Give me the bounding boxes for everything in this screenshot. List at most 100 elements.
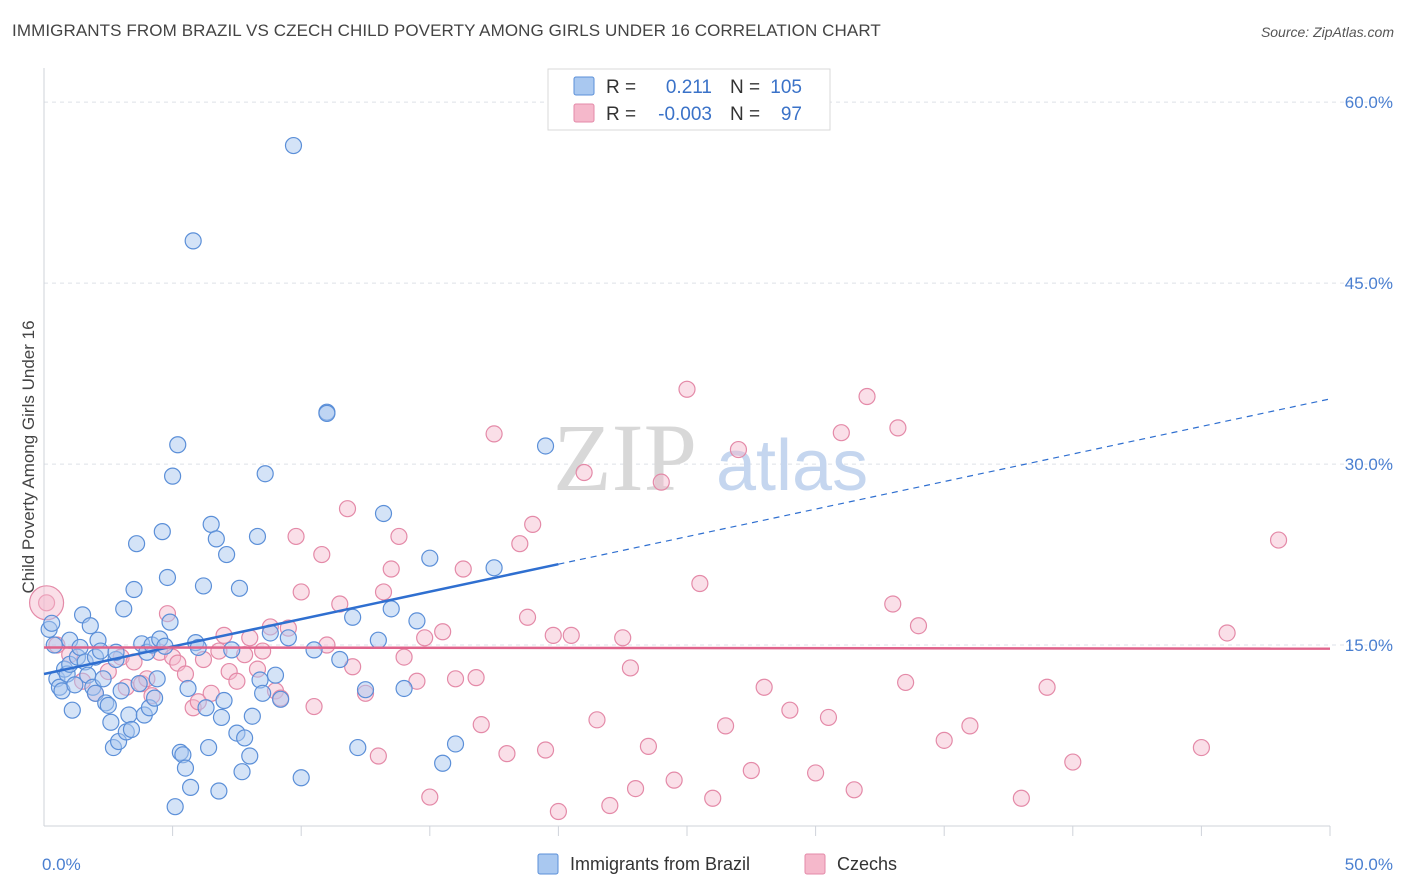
data-point-czechs [935, 731, 953, 749]
data-point-czechs [652, 473, 670, 491]
legend-swatch-brazil [573, 76, 595, 96]
data-point-czechs [588, 711, 606, 729]
data-point-czechs [524, 515, 542, 533]
legend-r-value-brazil: 0.211 [666, 77, 712, 98]
data-point-czechs [601, 796, 619, 815]
data-point-czechs [755, 678, 773, 696]
data-point-brazil [382, 600, 400, 618]
legend-n-value-czechs: 97 [781, 104, 802, 125]
data-point-brazil [536, 437, 555, 455]
data-point-czechs [704, 789, 722, 807]
data-point-brazil [254, 684, 272, 702]
data-point-brazil [127, 535, 146, 553]
data-point-czechs [344, 658, 362, 676]
data-point-brazil [130, 675, 148, 693]
x-tick-label: 50.0% [1345, 855, 1393, 874]
data-point-czechs [305, 697, 323, 716]
data-point-czechs [858, 387, 876, 406]
data-point-brazil [292, 769, 310, 787]
data-point-czechs [961, 717, 979, 735]
data-point-brazil [233, 763, 251, 781]
data-point-czechs [742, 761, 760, 780]
data-point-czechs [292, 583, 310, 601]
data-point-czechs [287, 527, 305, 546]
data-point-czechs [421, 788, 439, 806]
data-point-brazil [248, 527, 267, 546]
trend-lines [43, 398, 1331, 676]
axes [43, 68, 1331, 836]
legend-r-label-brazil: R = [606, 77, 636, 98]
data-point-brazil [197, 699, 215, 717]
data-point-czechs [544, 626, 562, 644]
data-point-brazil [446, 735, 465, 753]
data-point-brazil [485, 559, 503, 577]
series-immigrants-from-brazil [40, 136, 555, 816]
data-point-czechs [1064, 753, 1082, 771]
data-point-czechs [472, 716, 490, 734]
data-point-brazil [215, 691, 233, 710]
data-point-czechs [665, 771, 683, 789]
data-point-czechs [575, 463, 593, 482]
data-point-czechs [228, 672, 246, 690]
data-point-czechs [395, 648, 413, 666]
data-point-czechs [819, 708, 838, 727]
data-point-czechs [382, 560, 400, 578]
bottom-legend-swatch-brazil [537, 853, 559, 875]
data-point-brazil [91, 642, 110, 660]
data-point-brazil [266, 666, 285, 684]
x-axis-ticks: 0.0% 50.0% [42, 855, 1393, 874]
x-tick-label: 0.0% [42, 855, 81, 874]
data-point-czechs [1269, 531, 1288, 549]
data-point-brazil [374, 504, 393, 523]
data-point-brazil [153, 523, 171, 541]
data-point-brazil [184, 232, 202, 250]
data-point-czechs [549, 802, 568, 821]
bottom-legend-label-czechs: Czechs [837, 854, 897, 874]
data-point-czechs [639, 737, 658, 755]
legend-n-value-brazil: 105 [770, 77, 802, 98]
chart-source: Source: ZipAtlas.com [1260, 24, 1394, 40]
data-point-czechs [1192, 738, 1211, 757]
trend-line-brazil [43, 562, 559, 676]
y-tick-label: 60.0% [1345, 93, 1393, 112]
data-point-brazil [145, 689, 164, 707]
data-point-brazil [369, 631, 387, 649]
data-point-czechs [254, 642, 272, 660]
data-point-czechs [626, 779, 645, 798]
data-point-czechs [369, 747, 387, 765]
legend-n-label-czechs: N = [730, 104, 760, 125]
data-point-czechs [511, 535, 529, 553]
data-point-czechs [729, 440, 748, 459]
bottom-legend-swatch-czechs [804, 853, 826, 875]
data-point-brazil [169, 436, 187, 454]
data-point-brazil [176, 759, 195, 777]
data-point-czechs [176, 665, 195, 683]
data-point-brazil [212, 708, 231, 727]
data-point-brazil [284, 136, 303, 155]
data-point-czechs [781, 701, 799, 719]
data-point-brazil [120, 706, 138, 724]
data-point-brazil [318, 404, 336, 422]
data-point-czechs [416, 629, 434, 647]
data-point-czechs [1038, 678, 1056, 696]
data-point-brazil [161, 613, 179, 631]
data-point-brazil [164, 467, 182, 485]
data-point-brazil [63, 701, 81, 719]
data-point-brazil [210, 782, 228, 800]
data-point-czechs [678, 380, 696, 398]
data-point-brazil [356, 681, 375, 699]
data-point-czechs [313, 545, 331, 564]
data-point-brazil [223, 641, 241, 659]
data-point-czechs [536, 741, 555, 759]
data-point-czechs [691, 574, 709, 593]
data-point-brazil [148, 670, 166, 688]
data-point-czechs [408, 672, 426, 690]
data-point-brazil [241, 747, 259, 765]
data-point-brazil [194, 577, 213, 595]
data-point-czechs [562, 626, 580, 644]
grid-lines [44, 101, 1392, 646]
trend-line-czechs [43, 646, 1331, 650]
legend-box: R = 0.211 N = 105 R = -0.003 N = 97 [547, 68, 831, 131]
data-point-brazil [344, 608, 362, 626]
